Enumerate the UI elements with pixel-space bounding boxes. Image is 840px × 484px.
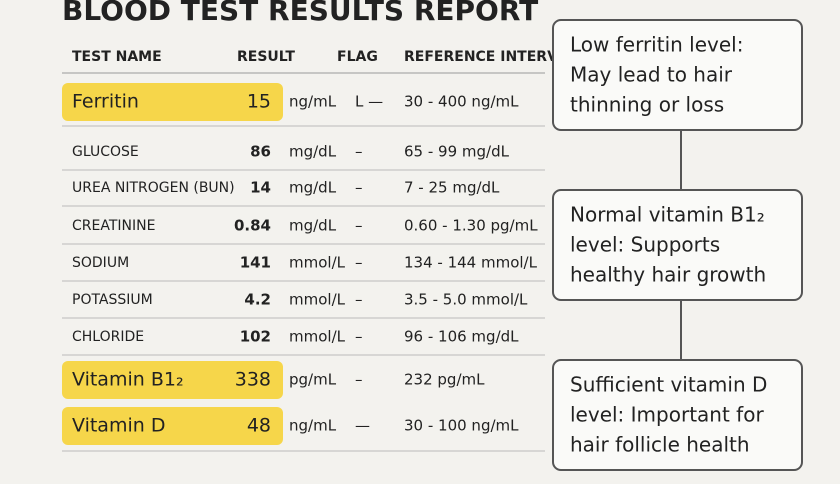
- flag: –: [355, 179, 363, 197]
- callout-text: thinning or loss: [570, 93, 724, 117]
- unit: mmol/L: [289, 328, 346, 346]
- unit: mg/dL: [289, 143, 337, 161]
- unit: mmol/L: [289, 291, 346, 309]
- flag: —: [355, 417, 370, 435]
- column-header: TEST NAME: [72, 49, 162, 65]
- result: 4.2: [244, 291, 271, 309]
- test-name: Vitamin B1₂: [72, 369, 184, 391]
- reference: 0.60 - 1.30 pg/mL: [404, 217, 538, 235]
- reference: 30 - 400 ng/mL: [404, 93, 519, 111]
- callout-text: hair follicle health: [570, 433, 750, 457]
- result: 338: [235, 369, 271, 391]
- callout-text: healthy hair growth: [570, 263, 766, 287]
- result: 0.84: [234, 217, 271, 235]
- test-name: UREA NITROGEN (BUN): [72, 180, 235, 196]
- unit: mg/dL: [289, 179, 337, 197]
- result: 102: [240, 328, 271, 346]
- result: 15: [247, 91, 271, 113]
- flag: –: [355, 371, 363, 389]
- column-header: FLAG: [337, 49, 378, 65]
- test-name: SODIUM: [72, 255, 129, 271]
- flag: –: [355, 254, 363, 272]
- callout-text: Sufficient vitamin D: [570, 373, 767, 397]
- flag: –: [355, 328, 363, 346]
- callout-box: [552, 189, 803, 301]
- test-name: GLUCOSE: [72, 144, 139, 160]
- flag: –: [355, 291, 363, 309]
- callout-text: Low ferritin level:: [570, 33, 743, 57]
- unit: ng/mL: [289, 93, 337, 111]
- reference: 7 - 25 mg/dL: [404, 179, 500, 197]
- column-header: REFERENCE INTERVAL: [404, 49, 577, 65]
- reference: 65 - 99 mg/dL: [404, 143, 510, 161]
- result: 48: [247, 415, 271, 437]
- highlight: [62, 83, 283, 121]
- test-name: Vitamin D: [72, 415, 165, 437]
- unit: ng/mL: [289, 417, 337, 435]
- callout-box: [552, 19, 803, 131]
- report-title: BLOOD TEST RESULTS REPORT: [62, 0, 538, 27]
- column-header: RESULT: [237, 49, 295, 65]
- result: 141: [240, 254, 271, 272]
- reference: 3.5 - 5.0 mmol/L: [404, 291, 528, 309]
- unit: mg/dL: [289, 217, 337, 235]
- flag: –: [355, 217, 363, 235]
- test-name: POTASSIUM: [72, 292, 153, 308]
- test-name: CHLORIDE: [72, 329, 144, 345]
- reference: 96 - 106 mg/dL: [404, 328, 519, 346]
- callout-text: May lead to hair: [570, 63, 733, 87]
- result: 86: [250, 143, 271, 161]
- result: 14: [250, 179, 271, 197]
- highlight: [62, 407, 283, 445]
- reference: 232 pg/mL: [404, 371, 485, 389]
- test-name: Ferritin: [72, 91, 139, 113]
- unit: mmol/L: [289, 254, 346, 272]
- unit: pg/mL: [289, 371, 337, 389]
- flag: –: [355, 143, 363, 161]
- flag: L —: [355, 93, 383, 111]
- callout-text: level: Supports: [570, 233, 720, 257]
- callout-text: level: Important for: [570, 403, 764, 427]
- callout-box: [552, 359, 803, 471]
- reference: 30 - 100 ng/mL: [404, 417, 519, 435]
- test-name: CREATININE: [72, 218, 155, 234]
- callout-text: Normal vitamin B1₂: [570, 203, 765, 227]
- highlight: [62, 361, 283, 399]
- reference: 134 - 144 mmol/L: [404, 254, 538, 272]
